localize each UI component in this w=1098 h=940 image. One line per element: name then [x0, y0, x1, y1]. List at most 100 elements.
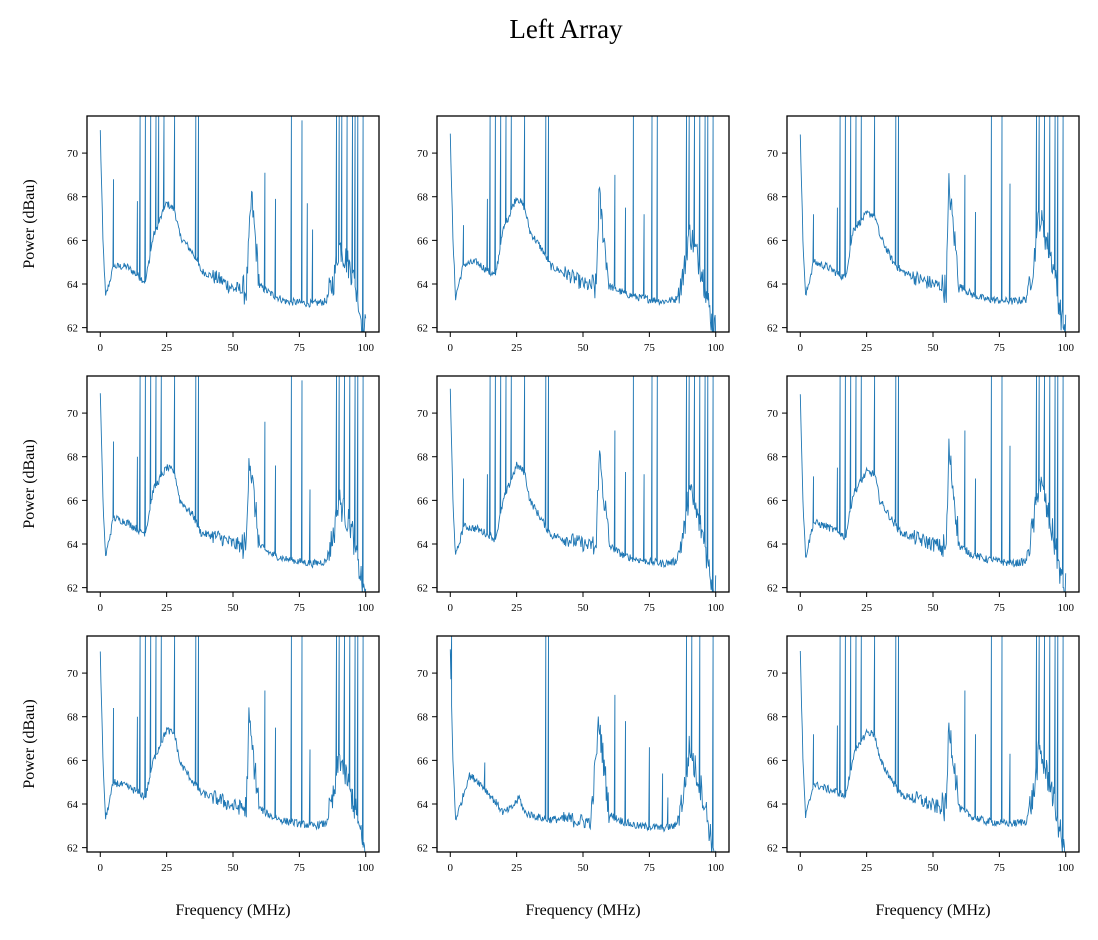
y-tick-label: 66 — [67, 755, 79, 767]
subplot-3-3: 0 25 50 75 100 62 64 66 68 70 Frequency (MHz) — [767, 635, 1080, 919]
y-tick-label: 68 — [417, 452, 429, 464]
y-tick-label: 64 — [67, 279, 79, 291]
x-tick-label: 0 — [98, 862, 104, 874]
y-tick-label: 70 — [67, 408, 79, 420]
x-tick-label: 25 — [511, 342, 523, 354]
y-tick-label: 70 — [767, 148, 779, 160]
x-tick-label: 50 — [928, 862, 940, 874]
x-tick-label: 75 — [294, 602, 306, 614]
subplot-1-3: 0 25 50 75 100 62 64 66 68 70 — [767, 115, 1080, 354]
x-tick-label: 50 — [578, 602, 590, 614]
y-tick-label: 62 — [417, 323, 428, 335]
y-tick-label: 66 — [417, 495, 429, 507]
x-tick-label: 50 — [228, 342, 240, 354]
y-tick-label: 66 — [67, 495, 79, 507]
x-tick-label: 25 — [511, 602, 523, 614]
x-tick-label: 50 — [228, 602, 240, 614]
y-tick-label: 70 — [67, 148, 79, 160]
subplot-3-2: 0 25 50 75 100 62 64 66 68 70 Frequency (MHz) — [417, 635, 730, 919]
x-tick-label: 75 — [644, 602, 656, 614]
x-tick-label: 100 — [707, 342, 724, 354]
x-tick-label: 50 — [578, 342, 590, 354]
y-tick-label: 70 — [67, 668, 79, 680]
y-tick-label: 68 — [767, 452, 779, 464]
y-axis-label: Power (dBau) — [21, 699, 38, 788]
x-tick-label: 0 — [98, 602, 104, 614]
x-axis-label: Frequency (MHz) — [175, 902, 290, 919]
y-tick-label: 64 — [767, 799, 779, 811]
subplot-2-2: 0 25 50 75 100 62 64 66 68 70 — [417, 375, 730, 614]
y-tick-label: 70 — [417, 668, 429, 680]
y-tick-label: 68 — [67, 192, 79, 204]
y-tick-label: 66 — [417, 235, 429, 247]
x-tick-label: 25 — [511, 862, 523, 874]
x-tick-label: 0 — [798, 342, 804, 354]
axes-frame — [786, 635, 1080, 853]
spectrum-line — [449, 636, 717, 852]
x-tick-label: 0 — [798, 602, 804, 614]
spectrum-line — [99, 116, 367, 332]
figure-title: Left Array — [509, 14, 623, 44]
x-tick-label: 100 — [357, 862, 374, 874]
x-tick-label: 0 — [448, 862, 454, 874]
y-axis-label: Power (dBau) — [21, 179, 38, 268]
x-tick-label: 75 — [644, 862, 656, 874]
x-tick-label: 50 — [928, 342, 940, 354]
subplot-2-1: 0 25 50 75 100 62 64 66 68 70 Power (dBau) — [21, 375, 380, 614]
x-tick-label: 75 — [294, 862, 306, 874]
x-tick-label: 50 — [928, 602, 940, 614]
y-tick-label: 66 — [417, 755, 429, 767]
axes-frame — [86, 635, 380, 853]
subplot-1-2: 0 25 50 75 100 62 64 66 68 70 — [417, 115, 730, 354]
x-tick-label: 50 — [228, 862, 240, 874]
x-tick-label: 75 — [294, 342, 306, 354]
y-tick-label: 62 — [767, 583, 778, 595]
y-tick-label: 62 — [417, 843, 428, 855]
y-tick-label: 68 — [67, 452, 79, 464]
x-tick-label: 25 — [161, 342, 173, 354]
axes-frame — [786, 115, 1080, 333]
y-tick-label: 64 — [767, 539, 779, 551]
x-axis-label: Frequency (MHz) — [525, 902, 640, 919]
axes-frame — [86, 375, 380, 593]
y-tick-label: 64 — [767, 279, 779, 291]
axes-frame — [436, 115, 730, 333]
spectrum-line — [449, 376, 717, 592]
y-tick-label: 64 — [67, 539, 79, 551]
y-tick-label: 68 — [67, 712, 79, 724]
y-tick-label: 66 — [767, 495, 779, 507]
y-tick-label: 68 — [417, 712, 429, 724]
axes-frame — [786, 375, 1080, 593]
spectrum-line — [799, 636, 1066, 852]
x-tick-label: 100 — [707, 862, 724, 874]
subplot-1-1: 0 25 50 75 100 62 64 66 68 70 Power (dBau) — [21, 115, 380, 354]
y-tick-label: 62 — [767, 323, 778, 335]
spectrum-line — [99, 636, 366, 852]
spectrum-line — [449, 116, 717, 332]
x-tick-label: 25 — [161, 862, 173, 874]
x-tick-label: 0 — [448, 342, 454, 354]
subplot-2-3: 0 25 50 75 100 62 64 66 68 70 — [767, 375, 1080, 614]
x-tick-label: 100 — [707, 602, 724, 614]
y-axis-label: Power (dBau) — [21, 439, 38, 528]
x-tick-label: 100 — [1057, 862, 1074, 874]
x-tick-label: 75 — [994, 862, 1006, 874]
x-axis-label: Frequency (MHz) — [875, 902, 990, 919]
y-tick-label: 70 — [767, 408, 779, 420]
y-tick-label: 70 — [417, 148, 429, 160]
x-tick-label: 25 — [861, 862, 873, 874]
x-tick-label: 0 — [798, 862, 804, 874]
x-tick-label: 100 — [357, 602, 374, 614]
spectrum-line — [799, 116, 1067, 332]
y-tick-label: 68 — [417, 192, 429, 204]
spectrum-line — [99, 376, 367, 592]
axes-frame — [436, 375, 730, 593]
y-tick-label: 66 — [767, 755, 779, 767]
x-tick-label: 25 — [861, 342, 873, 354]
y-tick-label: 66 — [67, 235, 79, 247]
x-tick-label: 75 — [644, 342, 656, 354]
spectrum-line — [799, 376, 1067, 592]
y-tick-label: 68 — [767, 712, 779, 724]
x-tick-label: 0 — [448, 602, 454, 614]
